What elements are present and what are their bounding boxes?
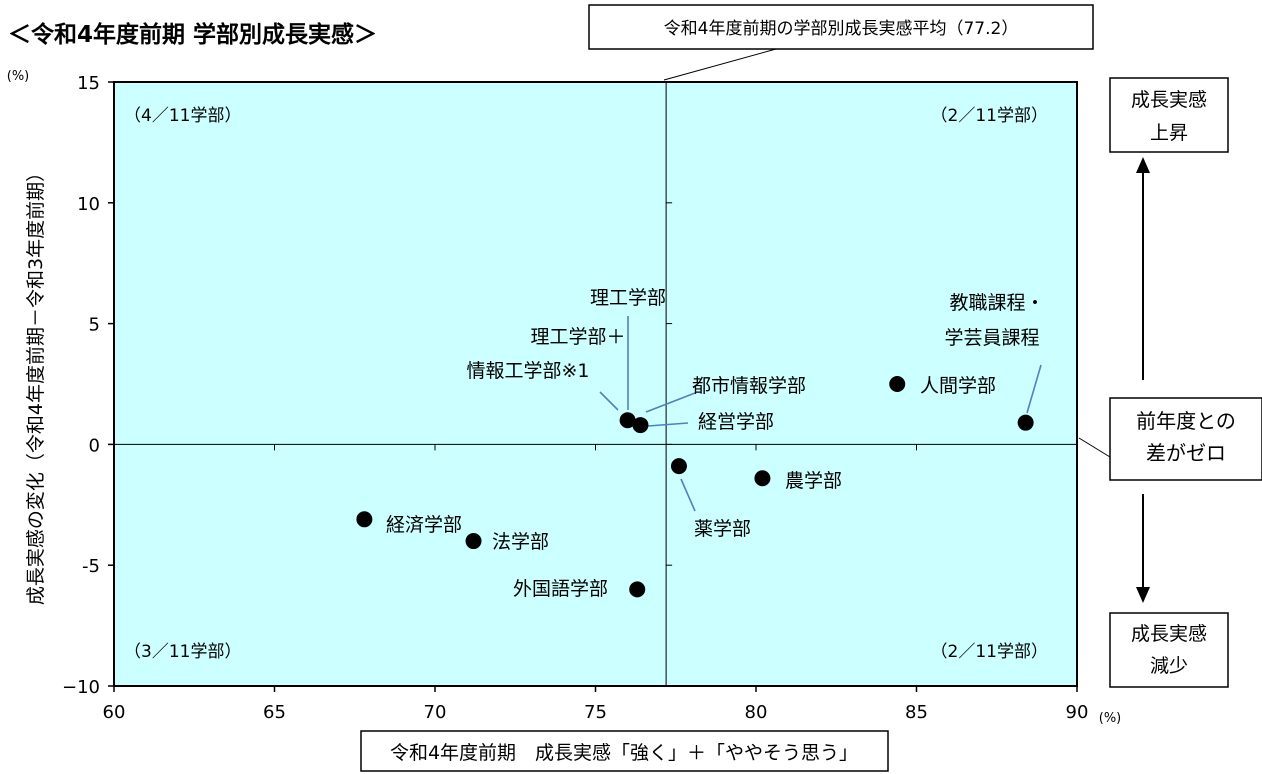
average-label-leader [663, 48, 777, 81]
average-label: 令和4年度前期の学部別成長実感平均（77.2） [664, 19, 1019, 39]
growth-up-box [1109, 77, 1229, 153]
point-label: 教職課程・ [949, 292, 1044, 314]
x-tick-label: 75 [584, 702, 607, 723]
label-leader-line [647, 422, 689, 427]
data-point [356, 511, 373, 528]
quadrant-label-bottom-left: （3／11学部） [124, 642, 241, 662]
x-tick-label: 65 [263, 702, 286, 723]
point-label: 情報工学部※1 [466, 360, 589, 382]
x-axis-label-box [360, 730, 889, 772]
point-label: 薬学部 [694, 518, 751, 540]
zero-label-line-2: 差がゼロ [1146, 441, 1226, 465]
growth-down-label-line-1: 成長実感 [1131, 623, 1207, 645]
growth-up-label-line-2: 上昇 [1150, 122, 1188, 144]
y-axis-label: 成長実感の変化（令和4年度前期－令和3年度前期） [25, 163, 47, 605]
growth-down-box [1109, 612, 1229, 688]
zero-label-line-1: 前年度との [1136, 409, 1236, 433]
point-label: 経済学部 [386, 514, 462, 536]
average-label-box [588, 4, 1094, 50]
point-label: 都市情報学部 [692, 375, 806, 397]
quadrant-label-bottom-right: （2／11学部） [931, 642, 1048, 662]
y-tick-label: 0 [89, 435, 100, 456]
data-point [1017, 414, 1034, 431]
point-label: 人間学部 [920, 375, 996, 397]
plot-area [113, 81, 1078, 687]
growth-up-label-line-1: 成長実感 [1131, 89, 1207, 111]
point-label: 外国語学部 [513, 578, 608, 600]
chart-title: ＜令和4年度前期 学部別成長実感＞ [8, 21, 377, 48]
point-label: 農学部 [785, 470, 842, 492]
arrow-up-head [1136, 157, 1150, 173]
y-tick-label: -5 [82, 556, 100, 577]
point-label: 理工学部＋ [530, 326, 625, 348]
data-point [670, 458, 687, 475]
x-tick-label: 70 [424, 702, 447, 723]
label-leader-line [599, 391, 619, 411]
label-leader-line [645, 392, 696, 413]
y-tick-label: −10 [62, 677, 100, 698]
y-tick-label: 5 [89, 315, 100, 336]
label-leader-line [680, 478, 696, 512]
data-point [754, 470, 771, 487]
label-leader-line [1026, 364, 1042, 414]
x-axis-label: 令和4年度前期 成長実感「強く」＋「ややそう思う」 [390, 742, 858, 764]
point-label: 法学部 [492, 531, 549, 553]
data-point [619, 412, 636, 429]
point-label: 理工学部 [590, 287, 666, 309]
y-tick-label: 15 [77, 73, 100, 94]
quadrant-label-top-right: （2／11学部） [931, 106, 1048, 126]
data-point [465, 533, 482, 550]
point-label: 経営学部 [698, 411, 774, 433]
data-point [629, 581, 646, 598]
data-point [632, 417, 649, 434]
y-tick-label: 10 [77, 194, 100, 215]
point-label: 学芸員課程 [944, 327, 1039, 349]
x-tick-label: 85 [905, 702, 928, 723]
zero-label-leader [1078, 437, 1111, 458]
arrow-down-head [1136, 587, 1150, 603]
x-tick-label: 60 [103, 702, 126, 723]
x-unit-label: (%) [1099, 711, 1122, 726]
data-point [889, 376, 906, 392]
quadrant-label-top-left: （4／11学部） [124, 106, 241, 126]
zero-label-box [1109, 397, 1262, 481]
growth-down-label-line-2: 減少 [1150, 655, 1188, 677]
x-tick-label: 80 [745, 702, 768, 723]
y-unit-label: (%) [7, 69, 30, 84]
x-tick-label: 90 [1066, 702, 1089, 723]
